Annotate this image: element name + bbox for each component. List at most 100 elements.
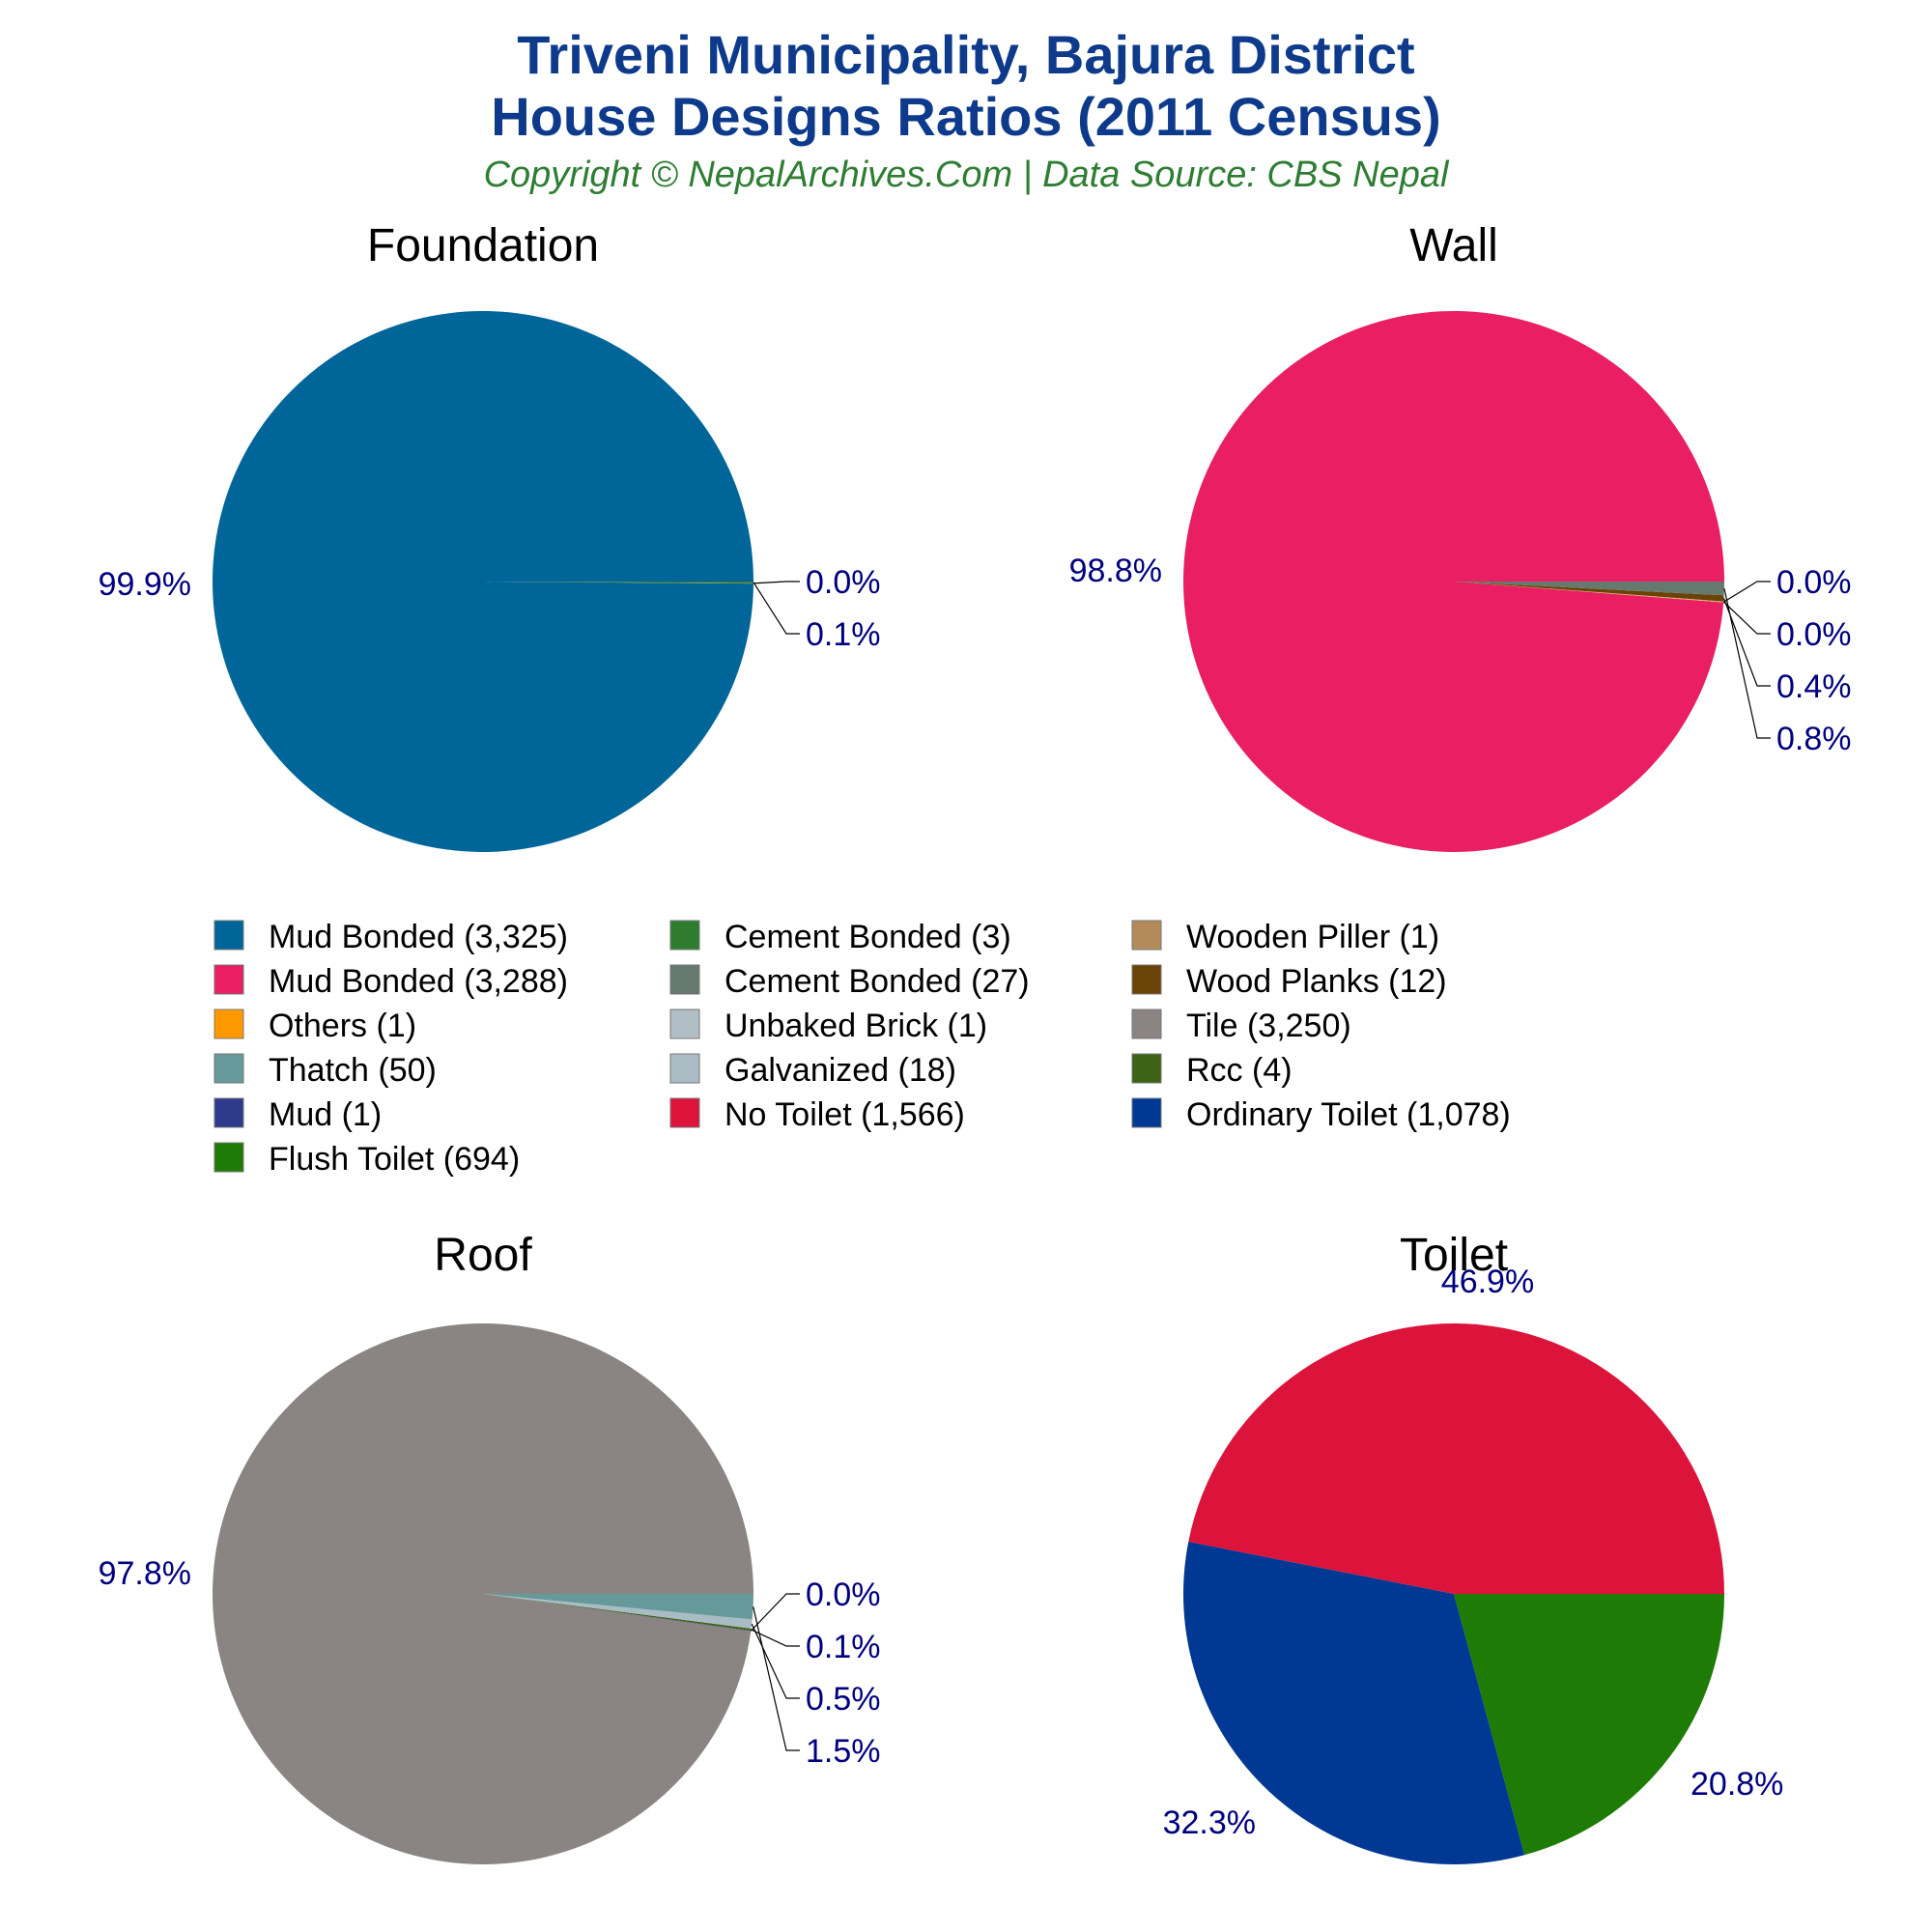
legend-swatch bbox=[669, 964, 700, 995]
legend-item: Cement Bonded (27) bbox=[669, 963, 1030, 1000]
legend-item: Galvanized (18) bbox=[669, 1052, 956, 1089]
legend-item: Others (1) bbox=[213, 1008, 416, 1044]
slice-percent-label: 0.1% bbox=[806, 616, 881, 653]
pie-slice bbox=[1454, 582, 1724, 603]
legend-item: Wooden Piller (1) bbox=[1131, 919, 1439, 955]
label-leader-line bbox=[750, 1593, 800, 1632]
pie-slice bbox=[483, 582, 753, 583]
legend-label: Wooden Piller (1) bbox=[1186, 919, 1439, 955]
slice-percent-label: 0.5% bbox=[806, 1681, 881, 1718]
legend-swatch bbox=[213, 1009, 244, 1039]
slice-percent-label: 98.8% bbox=[1069, 553, 1162, 589]
legend-label: Ordinary Toilet (1,078) bbox=[1186, 1096, 1511, 1133]
pie-slice bbox=[483, 582, 753, 584]
pie-slice bbox=[483, 1594, 752, 1632]
pie-slice bbox=[483, 1594, 753, 1620]
legend-label: Wood Planks (12) bbox=[1186, 963, 1447, 1000]
legend-swatch bbox=[1131, 1053, 1162, 1084]
chart-title-line1: Triveni Municipality, Bajura District bbox=[517, 24, 1414, 85]
legend-item: Cement Bonded (3) bbox=[669, 919, 1011, 955]
legend-swatch bbox=[1131, 920, 1162, 951]
label-leader-line bbox=[751, 1623, 800, 1699]
legend-swatch bbox=[669, 1009, 700, 1039]
legend-swatch bbox=[213, 1053, 244, 1084]
legend-label: Tile (3,250) bbox=[1186, 1008, 1351, 1044]
pie-roof: 97.8% 0.0% 0.1% 0.5% 1.5% bbox=[99, 1323, 881, 1865]
legend-label: Mud Bonded (3,288) bbox=[269, 963, 568, 1000]
legend-label: Unbaked Brick (1) bbox=[724, 1008, 987, 1044]
label-leader-line bbox=[1722, 601, 1771, 635]
legend-swatch bbox=[669, 1097, 700, 1128]
pie-slice bbox=[483, 1594, 753, 1629]
pie-charts: 99.9% 0.0% 0.1% 98.8% 0.0% 0.0% 0.4% 0.8% 97.8% 0… bbox=[99, 310, 1852, 1865]
legend-label: Others (1) bbox=[269, 1008, 416, 1044]
legend-item: Wood Planks (12) bbox=[1131, 963, 1447, 1000]
legend-label: Mud (1) bbox=[269, 1096, 382, 1133]
label-leader-line bbox=[753, 582, 800, 635]
legend-swatch bbox=[669, 920, 700, 951]
legend-swatch bbox=[213, 920, 244, 951]
slice-percent-label: 99.9% bbox=[99, 566, 191, 603]
pie-slice bbox=[1454, 582, 1724, 596]
legend-item: Ordinary Toilet (1,078) bbox=[1131, 1096, 1511, 1133]
slice-percent-label: 0.1% bbox=[806, 1629, 881, 1665]
slice-percent-label: 0.0% bbox=[1776, 616, 1852, 653]
label-leader-line bbox=[751, 1629, 800, 1647]
legend-label: Mud Bonded (3,325) bbox=[269, 919, 568, 955]
legend-item: Flush Toilet (694) bbox=[213, 1141, 520, 1178]
pie-foundation: 99.9% 0.0% 0.1% bbox=[99, 310, 881, 852]
slice-percent-label: 0.0% bbox=[1776, 564, 1852, 601]
pie-wall: 98.8% 0.0% 0.0% 0.4% 0.8% bbox=[1069, 311, 1852, 853]
label-leader-line bbox=[1722, 598, 1771, 687]
legend-item: Thatch (50) bbox=[213, 1052, 437, 1089]
legend-item: No Toilet (1,566) bbox=[669, 1096, 965, 1133]
pie-slice bbox=[213, 310, 753, 852]
legend-item: Unbaked Brick (1) bbox=[669, 1008, 987, 1044]
label-leader-line bbox=[753, 581, 800, 584]
pie-slice bbox=[483, 1594, 752, 1632]
label-leader-line bbox=[1723, 588, 1771, 739]
chart-title-line2: House Designs Ratios (2011 Census) bbox=[491, 86, 1440, 147]
legend-swatch bbox=[213, 964, 244, 995]
pie-slice bbox=[1182, 1542, 1525, 1864]
pie-toilet: 46.9% 32.3% 20.8% bbox=[1163, 1264, 1783, 1864]
slice-percent-label: 0.0% bbox=[806, 1577, 881, 1613]
legend-label: Galvanized (18) bbox=[724, 1052, 956, 1089]
legend-item: Rcc (4) bbox=[1131, 1052, 1293, 1089]
slice-percent-label: 46.9% bbox=[1441, 1264, 1534, 1300]
legend-swatch bbox=[669, 1053, 700, 1084]
slice-percent-label: 0.4% bbox=[1776, 668, 1852, 705]
legend-label: Flush Toilet (694) bbox=[269, 1141, 520, 1178]
pie-slice bbox=[1188, 1322, 1724, 1594]
legend-swatch bbox=[1131, 1097, 1162, 1128]
legend-item: Mud Bonded (3,325) bbox=[213, 919, 568, 955]
pie-slice bbox=[1454, 582, 1724, 603]
pie-slice bbox=[1454, 582, 1724, 602]
legend-label: Thatch (50) bbox=[269, 1052, 437, 1089]
legend: Mud Bonded (3,325) Mud Bonded (3,288) Othe… bbox=[213, 919, 1511, 1178]
pie-title-foundation: Foundation bbox=[367, 220, 599, 271]
legend-swatch bbox=[1131, 1009, 1162, 1039]
slice-percent-label: 1.5% bbox=[806, 1733, 881, 1770]
slice-percent-label: 20.8% bbox=[1690, 1766, 1783, 1803]
label-leader-line bbox=[753, 1606, 800, 1751]
legend-item: Mud Bonded (3,288) bbox=[213, 963, 568, 1000]
pie-slice bbox=[1183, 311, 1724, 853]
legend-label: Rcc (4) bbox=[1186, 1052, 1293, 1089]
legend-label: Cement Bonded (27) bbox=[724, 963, 1030, 1000]
pie-title-roof: Roof bbox=[434, 1230, 532, 1281]
chart-subtitle: Copyright © NepalArchives.Com | Data Sou… bbox=[484, 155, 1450, 195]
legend-swatch bbox=[213, 1097, 244, 1128]
slice-percent-label: 97.8% bbox=[99, 1555, 191, 1592]
slice-percent-label: 32.3% bbox=[1163, 1804, 1256, 1841]
legend-swatch bbox=[1131, 964, 1162, 995]
slice-percent-label: 0.8% bbox=[1776, 721, 1852, 757]
pie-title-toilet: Toilet bbox=[1400, 1230, 1508, 1281]
legend-label: Cement Bonded (3) bbox=[724, 919, 1011, 955]
legend-swatch bbox=[213, 1142, 244, 1173]
slice-percent-label: 0.0% bbox=[806, 564, 881, 601]
pie-title-wall: Wall bbox=[1409, 220, 1498, 271]
legend-item: Mud (1) bbox=[213, 1096, 382, 1133]
pie-slice bbox=[1454, 1594, 1724, 1856]
